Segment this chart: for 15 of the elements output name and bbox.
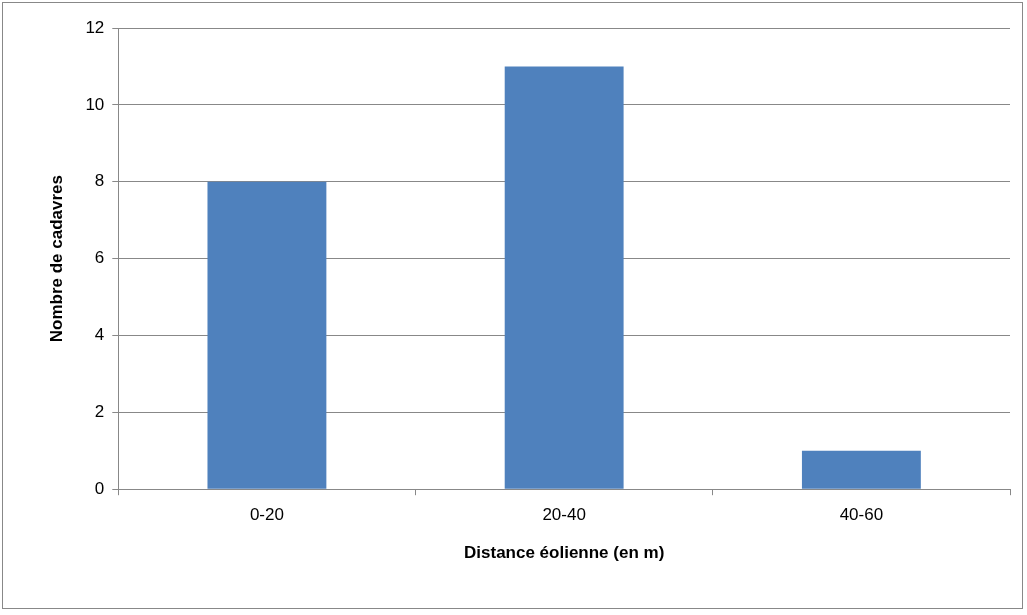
y-tick-label: 2: [94, 402, 105, 422]
bar: [207, 181, 327, 489]
x-tick-label: 40-60: [839, 505, 884, 525]
x-axis-title: Distance éolienne (en m): [464, 543, 665, 563]
x-tick-label: 0-20: [249, 505, 284, 525]
bar: [504, 66, 624, 489]
bar: [801, 450, 921, 489]
y-tick-label: 4: [94, 325, 105, 345]
y-tick-label: 8: [94, 171, 105, 191]
y-tick-label: 10: [85, 94, 105, 114]
y-tick-label: 12: [85, 17, 105, 37]
x-tick-label: 20-40: [542, 505, 586, 525]
y-tick-label: 0: [94, 478, 105, 498]
y-axis-title: Nombre de cadavres: [46, 174, 66, 343]
y-tick-label: 6: [94, 248, 105, 268]
